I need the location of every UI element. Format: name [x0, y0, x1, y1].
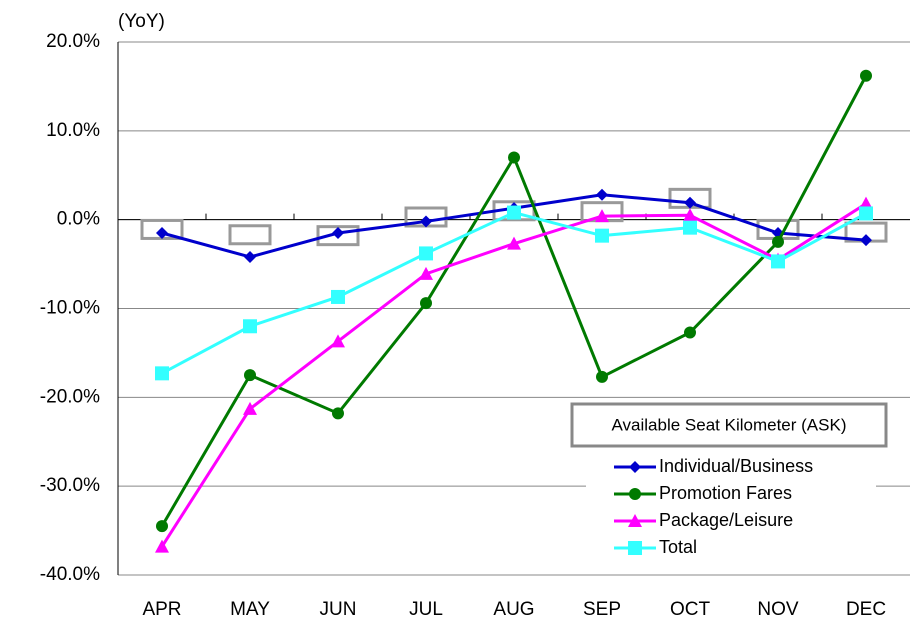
marker [332, 226, 344, 239]
legend-ask-box [570, 402, 888, 448]
marker [629, 488, 641, 500]
marker [420, 297, 432, 310]
y-tick-label: 10.0% [46, 120, 100, 141]
marker [683, 208, 697, 222]
y-tick-label: -10.0% [40, 298, 100, 319]
marker [244, 250, 256, 263]
marker [628, 514, 642, 527]
marker [595, 228, 609, 243]
x-tick-label: APR [142, 599, 181, 620]
marker [507, 236, 521, 250]
y-tick-label: 20.0% [46, 31, 100, 52]
y-tick-label: -20.0% [40, 386, 100, 407]
marker [155, 366, 169, 381]
marker [156, 520, 168, 533]
marker [684, 326, 696, 339]
marker [507, 205, 521, 220]
marker [244, 369, 256, 382]
marker [595, 209, 609, 223]
legend-label: Package/Leisure [659, 510, 793, 530]
x-tick-label: JUN [320, 599, 357, 620]
marker [420, 215, 432, 228]
x-tick-label: OCT [670, 599, 711, 620]
ask-box [316, 225, 360, 247]
legend-label: Promotion Fares [659, 483, 792, 503]
legend-label: Available Seat Kilometer (ASK) [612, 415, 847, 434]
y-tick-label: -40.0% [40, 564, 100, 585]
y-axis-label: (YoY) [118, 11, 165, 32]
y-tick-label: 0.0% [57, 209, 100, 230]
marker [419, 266, 433, 280]
ask-box [228, 224, 272, 246]
marker [772, 235, 784, 248]
marker [155, 539, 169, 553]
marker [860, 69, 872, 82]
marker [596, 188, 608, 201]
marker [859, 196, 873, 210]
marker [771, 254, 785, 269]
marker [596, 370, 608, 383]
marker [683, 220, 697, 235]
marker [419, 246, 433, 261]
marker [331, 289, 345, 304]
marker [629, 461, 641, 473]
marker [628, 541, 642, 555]
legend-label: Individual/Business [659, 456, 813, 476]
y-tick-label: -30.0% [40, 475, 100, 496]
x-tick-label: AUG [493, 599, 534, 620]
marker [332, 407, 344, 420]
x-tick-label: SEP [583, 599, 621, 620]
marker [860, 234, 872, 247]
x-tick-label: JUL [409, 599, 443, 620]
marker [156, 226, 168, 239]
marker [508, 151, 520, 164]
marker [684, 196, 696, 209]
x-tick-label: MAY [230, 599, 270, 620]
legend-label: Total [659, 537, 697, 557]
marker [243, 401, 257, 415]
x-tick-label: DEC [846, 599, 886, 620]
marker [331, 334, 345, 348]
marker [243, 319, 257, 334]
x-tick-label: NOV [757, 599, 799, 620]
marker [859, 206, 873, 221]
